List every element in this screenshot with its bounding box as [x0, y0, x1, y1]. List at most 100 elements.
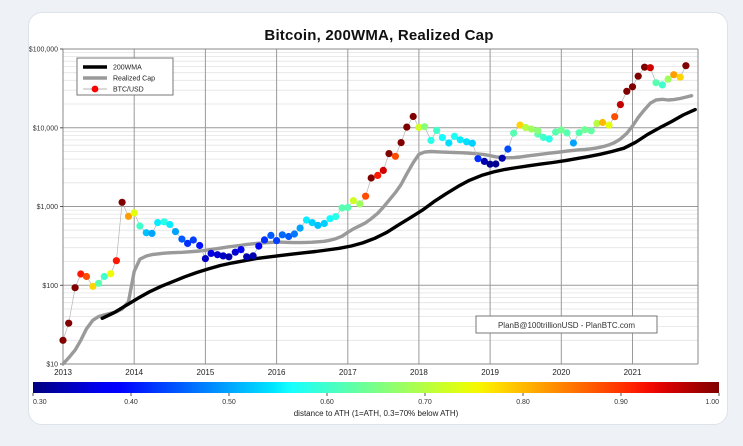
btcusd-data-point [374, 171, 382, 179]
btcusd-data-point [652, 79, 660, 87]
btcusd-data-point [516, 121, 524, 129]
btcusd-data-point [545, 135, 553, 143]
btcusd-data-point [397, 139, 405, 147]
btcusd-data-point [95, 279, 103, 287]
colorbar-tick-label: 0.60 [320, 399, 334, 406]
x-tick-label: 2019 [481, 368, 499, 377]
btcusd-data-point [320, 219, 328, 228]
btcusd-data-point [260, 236, 269, 244]
x-tick-label: 2014 [125, 368, 143, 377]
btcusd-data-point [409, 112, 417, 121]
legend-label: BTC/USD [113, 87, 144, 94]
btcusd-data-point [225, 253, 233, 261]
colorbar-tick-label: 0.50 [222, 399, 236, 406]
btcusd-data-point [670, 71, 678, 79]
btcusd-data-point [403, 123, 411, 131]
btcusd-data-point [438, 134, 446, 142]
btcusd-data-point [89, 282, 97, 290]
btcusd-data-point [107, 270, 115, 278]
btcusd-data-point [278, 231, 286, 239]
colorbar-title: distance to ATH (1=ATH, 0.3=70% below AT… [294, 409, 459, 418]
btcusd-data-point [676, 73, 684, 81]
chart-plot-area: $10 $100 $1,000 $10,000 $100,000 2013 2014 2015… [29, 13, 729, 426]
btcusd-data-point [510, 129, 518, 137]
btcusd-data-point [142, 229, 150, 237]
btcusd-data-point [112, 257, 120, 265]
btcusd-data-point [302, 216, 311, 224]
btcusd-data-point [486, 160, 494, 168]
btcusd-data-point [362, 192, 370, 200]
btcusd-data-point [59, 336, 67, 344]
btcusd-data-point [160, 218, 168, 226]
x-tick-label: 2015 [197, 368, 215, 377]
btcusd-data-point [255, 242, 263, 250]
btcusd-data-point [445, 139, 453, 147]
btcusd-data-point [427, 136, 435, 144]
btcusd-data-point [196, 241, 204, 250]
btcusd-data-point [468, 139, 476, 147]
chart-svg: $10 $100 $1,000 $10,000 $100,000 2013 2014 2015… [29, 47, 720, 418]
x-tick-label: 2013 [54, 368, 72, 377]
btcusd-data-point [136, 222, 144, 230]
btcusd-data-point [356, 200, 364, 208]
btcusd-data-point [616, 101, 625, 109]
x-tick-label: 2018 [410, 368, 428, 377]
btcusd-data-point [237, 246, 245, 254]
btcusd-data-point [623, 87, 631, 95]
btcusd-data-point [100, 272, 108, 281]
btcusd-data-point [575, 129, 583, 137]
btcusd-data-point [130, 209, 138, 217]
btcusd-data-point [243, 253, 251, 261]
btcusd-data-point [539, 133, 548, 141]
btcusd-data-point [273, 237, 281, 245]
chart-card: Bitcoin, 200WMA, Realized Cap $10 $100 $1,… [28, 12, 728, 425]
btcusd-data-point [593, 119, 601, 127]
btcusd-data-point [344, 203, 352, 212]
btcusd-data-point [231, 248, 239, 256]
btcusd-data-point [492, 160, 500, 168]
btcusd-data-point [201, 255, 209, 263]
realized-cap-line [61, 93, 694, 366]
watermark-text: PlanB@100trillionUSD - PlanBTC.com [498, 321, 635, 330]
btcusd-data-point [326, 215, 334, 223]
y-tick-label: $10,000 [33, 125, 58, 132]
btcusd-data-point [338, 204, 346, 212]
btcusd-data-point [646, 64, 654, 72]
legend-label: Realized Cap [113, 76, 155, 83]
btcusd-data-point [587, 127, 595, 135]
btcusd-data-point [504, 145, 512, 153]
btcusd-data-point [124, 212, 133, 220]
btcusd-data-point [77, 270, 85, 278]
colorbar-tick-label: 1.00 [705, 399, 719, 406]
colorbar-tick-label: 0.90 [614, 399, 628, 406]
btcusd-data-point [611, 113, 619, 121]
x-tick-label: 2017 [339, 368, 357, 377]
btcusd-data-point [207, 249, 215, 257]
btcusd-data-point [628, 83, 637, 91]
btcusd-data-point [682, 62, 690, 70]
y-tick-label: $1,000 [37, 204, 59, 211]
colorbar-tick-label: 0.40 [124, 399, 138, 406]
colorbar-tick-label: 0.70 [418, 399, 432, 406]
colorbar-gradient [33, 382, 719, 393]
x-tick-label: 2016 [268, 368, 286, 377]
legend-label: 200WMA [113, 65, 142, 72]
axis-tick-labels: $10 $100 $1,000 $10,000 $100,000 2013 2014 2015… [29, 47, 642, 378]
page-title: Bitcoin, 200WMA, Realized Cap [264, 27, 494, 44]
btcusd-data-point [314, 221, 322, 229]
legend-marker-btcusd [91, 85, 99, 93]
btcusd-data-point [641, 63, 649, 71]
btcusd-data-point [184, 239, 192, 247]
btcusd-data-point [367, 174, 375, 182]
btcusd-data-point [166, 220, 174, 229]
btcusd-data-point [527, 125, 535, 133]
btcusd-connector-line [62, 65, 687, 341]
btcusd-data-point [421, 123, 429, 131]
btcusd-data-point [581, 126, 589, 134]
series-lines [61, 93, 697, 366]
chart-legend: 200WMA Realized Cap BTC/USD [76, 57, 174, 96]
btcusd-data-point [450, 132, 459, 140]
colorbar: 0.30 0.40 0.50 0.60 0.70 0.80 0.90 1.00 distance… [32, 382, 720, 418]
btcusd-data-point [71, 284, 79, 292]
wma200-line [100, 107, 697, 320]
